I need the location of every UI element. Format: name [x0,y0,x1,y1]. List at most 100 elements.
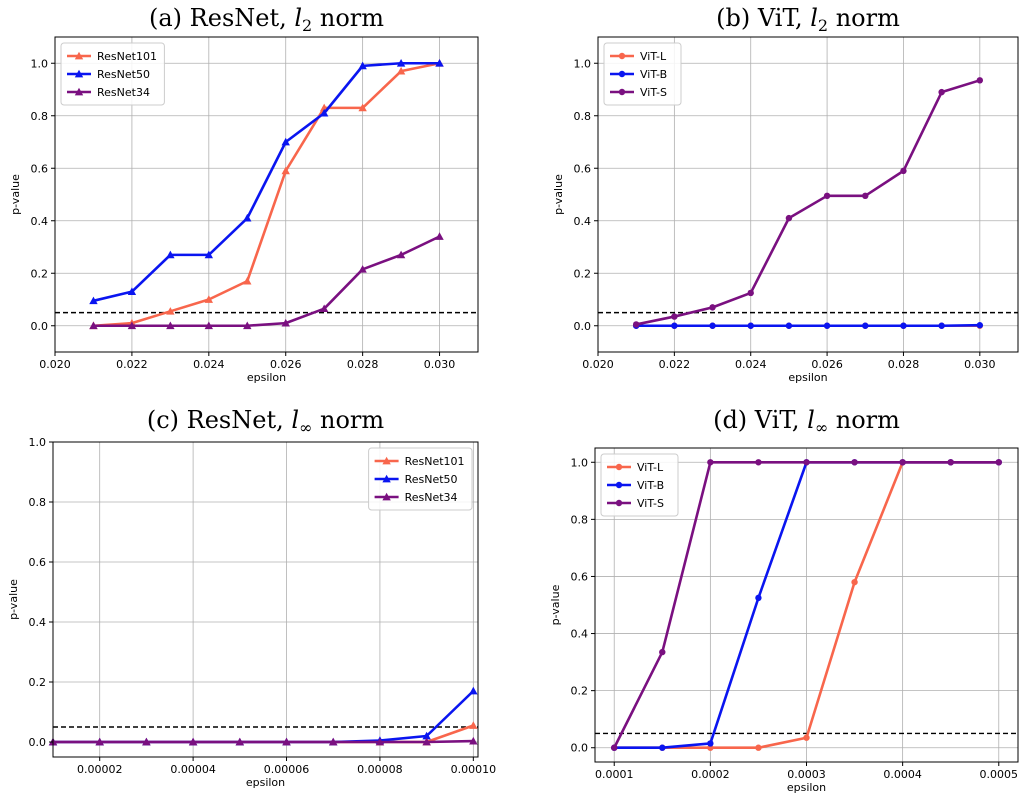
data-point-ViT-S [709,304,716,311]
chart-panel-3: (c) ResNet, l∞ norm 0.00002 0.00004 0.00006… [7,406,496,789]
legend-label-ViT-L: ViT-L [640,50,667,63]
data-point-ViT-B [785,322,793,329]
data-point-ViT-B [823,322,831,329]
plot-frame [52,441,479,758]
data-point-ViT-L [755,744,762,751]
chart-title: (b) ViT, l2 norm [716,4,900,35]
legend-marker-ViT-B [615,481,623,489]
data-point-ResNet101 [469,721,478,729]
data-point-ResNet50 [166,250,175,259]
x-tick-label: 0.030 [424,358,456,371]
chart-title: (d) ViT, l∞ norm [713,406,900,437]
data-point-ResNet34 [329,737,338,746]
x-tick-label: 0.00002 [77,763,123,776]
data-point-ResNet101 [396,66,406,75]
data-point-ResNet34 [375,737,385,746]
legend-label-ResNet34: ResNet34 [97,86,150,99]
data-point-ResNet34 [188,737,198,746]
y-tick-label: 0.2 [571,685,589,698]
data-point-ResNet50 [243,213,252,222]
data-point-ViT-B [747,322,754,329]
data-point-ViT-L [851,578,858,586]
data-point-ResNet50 [422,731,431,740]
data-point-ViT-S [900,167,907,175]
data-point-ViT-B [862,322,869,329]
plot-frame [597,36,1019,353]
legend-marker-ResNet34 [74,87,84,96]
x-tick-label: 0.024 [193,358,225,371]
data-point-ResNet34 [358,265,367,273]
legend-label-ViT-L: ViT-L [637,461,664,474]
data-point-ResNet34 [281,318,290,327]
data-point-ResNet50 [435,59,444,67]
data-point-ViT-S [803,459,810,466]
y-tick-label: 0.8 [29,496,47,509]
y-tick-label: 0.6 [571,570,589,583]
data-point-ResNet34 [127,321,137,330]
legend-box [368,447,473,511]
x-tick-label: 0.0005 [980,768,1019,781]
data-point-ViT-S [862,192,869,200]
data-point-ResNet34 [282,737,291,746]
chart-panel-1: (a) ResNet, l2 norm 0.020 0.022 0.024 0.026 0… [9,4,479,384]
y-tick-label: 1.0 [29,436,47,449]
x-tick-label: 0.0002 [691,768,730,781]
y-tick-label: 0.6 [29,556,47,569]
legend-marker-ViT-B [618,70,626,78]
data-point-ResNet34 [89,321,98,330]
data-point-ResNet34 [435,232,444,240]
chart-title: (c) ResNet, l∞ norm [147,406,385,437]
legend: ViT-L ViT-B ViT-S [600,453,679,517]
data-point-ViT-S [947,459,954,466]
series-line-ViT-B [636,323,980,328]
legend: ResNet101 ResNet50 ResNet34 [60,42,165,106]
data-point-ResNet101 [281,166,290,175]
x-tick-label: 0.026 [270,358,302,371]
legend-label-ViT-S: ViT-S [640,86,667,99]
x-tick-label: 0.00010 [451,763,497,776]
plot-frame [54,36,479,353]
data-point-ResNet34 [235,737,245,746]
x-tick-label: 0.020 [582,358,614,371]
legend-label-ResNet101: ResNet101 [97,50,157,63]
y-axis-label: p-value [9,174,22,215]
legend-label-ViT-B: ViT-B [640,68,667,81]
x-axis-label: epsilon [247,371,286,384]
y-axis-label: p-value [7,579,20,620]
series-line-ViT-S [635,79,981,326]
data-point-ViT-B [900,322,907,329]
data-point-ResNet50 [319,108,329,117]
data-point-ResNet101 [243,276,252,285]
legend-label-ResNet50: ResNet50 [405,473,458,486]
y-tick-label: 1.0 [31,57,49,70]
x-tick-label: 0.024 [735,358,767,371]
series-line-ResNet34 [53,739,474,744]
y-tick-label: 1.0 [571,456,589,469]
y-tick-label: 0.0 [574,320,592,333]
x-axis-label: epsilon [246,776,285,789]
y-axis-label: p-value [552,174,565,215]
data-point-ResNet50 [127,287,137,295]
data-point-ViT-B [659,744,666,751]
data-point-ResNet34 [319,304,329,313]
data-point-ViT-S [632,321,640,328]
data-point-ResNet50 [396,59,406,67]
data-point-ViT-S [671,313,678,320]
legend: ResNet101 ResNet50 ResNet34 [368,447,473,511]
legend-marker-ViT-L [618,52,626,60]
y-tick-label: 0.2 [29,676,47,689]
x-tick-label: 0.020 [39,358,71,371]
data-point-ViT-S [611,744,618,751]
legend-marker-ViT-L [615,463,623,471]
legend-marker-ResNet101 [74,51,84,60]
legend-marker-ViT-S [615,499,623,507]
x-axis-label: epsilon [788,371,827,384]
y-tick-label: 0.8 [571,513,589,526]
data-point-ViT-S [707,459,714,466]
chart-panel-4: (d) ViT, l∞ norm 0.0001 0.0002 0.0003 0.0004… [549,406,1019,794]
data-point-ViT-S [995,459,1002,466]
x-tick-label: 0.0003 [787,768,826,781]
data-point-ViT-S [747,289,754,297]
x-tick-label: 0.022 [659,358,691,371]
legend-marker-ResNet34 [382,492,391,501]
